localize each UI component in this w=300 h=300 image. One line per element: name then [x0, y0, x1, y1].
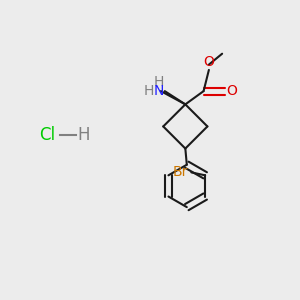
- Text: O: O: [226, 84, 237, 98]
- Text: H: H: [144, 83, 154, 98]
- Text: H: H: [154, 75, 164, 89]
- Text: N: N: [154, 83, 164, 98]
- Text: Cl: Cl: [39, 126, 55, 144]
- Text: H: H: [77, 126, 90, 144]
- Text: Br: Br: [173, 165, 188, 179]
- Text: O: O: [203, 55, 214, 69]
